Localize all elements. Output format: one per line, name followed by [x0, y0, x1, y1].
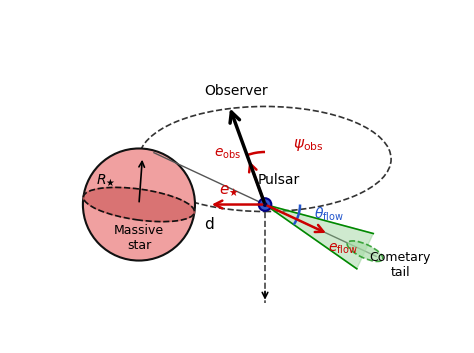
Ellipse shape [83, 187, 194, 222]
Text: Massive
star: Massive star [114, 224, 164, 252]
Text: d: d [204, 217, 214, 232]
Text: Cometary
tail: Cometary tail [369, 251, 431, 279]
Ellipse shape [347, 241, 383, 262]
Text: $R_\bigstar$: $R_\bigstar$ [96, 172, 116, 188]
Ellipse shape [83, 149, 195, 261]
Text: $e_\bigstar$: $e_\bigstar$ [219, 184, 240, 199]
Circle shape [259, 198, 271, 211]
Text: Observer: Observer [204, 84, 268, 98]
Text: $e_{\rm obs}$: $e_{\rm obs}$ [214, 147, 241, 161]
Polygon shape [265, 204, 373, 269]
Text: $e_{\rm flow}$: $e_{\rm flow}$ [328, 242, 359, 256]
Circle shape [263, 202, 267, 207]
Text: $\theta_{\rm flow}$: $\theta_{\rm flow}$ [314, 205, 344, 223]
Text: Pulsar: Pulsar [258, 173, 300, 186]
Text: $\psi_{\rm obs}$: $\psi_{\rm obs}$ [293, 137, 323, 154]
